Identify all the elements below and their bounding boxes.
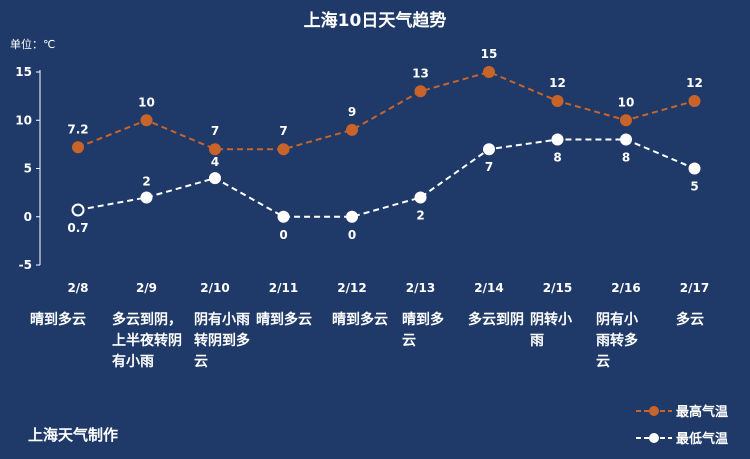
- condition-2-14: 多云到阴: [468, 312, 524, 328]
- condition-2-13: 晴到多云: [402, 312, 444, 349]
- low-point: [688, 162, 701, 175]
- condition-2-17: 多云: [676, 312, 704, 328]
- low-point: [140, 191, 153, 204]
- low-data-label: 5: [690, 180, 698, 194]
- high-point: [209, 143, 221, 156]
- chart-title: 上海10日天气趋势: [303, 11, 447, 31]
- legend-high-label: 最高气温: [676, 405, 729, 420]
- legend-low-label: 最低气温: [676, 432, 729, 447]
- x-tick-label: 2/17: [680, 281, 709, 295]
- legend-low: 最低气温: [636, 428, 728, 447]
- legend-low-marker: [636, 432, 672, 443]
- low-point: [551, 133, 564, 146]
- high-data-label: 7: [279, 124, 287, 138]
- high-point: [688, 94, 701, 107]
- low-data-label: 0.7: [67, 221, 88, 235]
- low-point: [414, 191, 427, 204]
- high-data-label: 10: [618, 95, 635, 109]
- high-point: [346, 123, 358, 136]
- x-tick-label: 2/10: [200, 281, 229, 295]
- condition-2-15: 阴转小雨: [530, 312, 572, 349]
- high-point: [620, 114, 632, 127]
- y-tick-label: 15: [15, 65, 32, 79]
- y-tick-label: -5: [19, 258, 32, 272]
- high-data-label: 12: [686, 76, 703, 90]
- legend-high-marker: [636, 405, 672, 416]
- high-point: [140, 114, 153, 127]
- credit-text: 上海天气制作: [28, 426, 119, 444]
- condition-2-12: 晴到多云: [332, 312, 388, 328]
- x-tick-label: 2/8: [67, 281, 88, 295]
- low-data-label: 0: [279, 228, 287, 242]
- low-point: [209, 172, 221, 185]
- low-point: [71, 203, 85, 217]
- high-data-label: 13: [412, 66, 429, 80]
- low-data-label: 4: [211, 155, 219, 169]
- high-point: [551, 94, 564, 107]
- low-data-label: 0: [348, 228, 356, 242]
- condition-2-9: 多云到阴，上半夜转阴有小雨: [112, 312, 182, 370]
- series-low-line: [77, 138, 695, 218]
- legend-high: 最高气温: [636, 401, 728, 420]
- unit-label: 单位：℃: [10, 38, 56, 51]
- high-data-label: 9: [348, 105, 356, 119]
- condition-2-8: 晴到多云: [30, 312, 86, 328]
- series-high-line: [77, 70, 695, 151]
- low-data-label: 7: [485, 160, 493, 174]
- x-tick-label: 2/11: [269, 281, 298, 295]
- condition-2-16: 阴有小雨转多云: [596, 312, 638, 370]
- condition-2-11: 晴到多云: [256, 312, 312, 328]
- low-point: [483, 143, 495, 156]
- y-tick-label: 0: [24, 210, 32, 224]
- low-data-label: 8: [553, 151, 561, 165]
- x-tick-label: 2/13: [406, 281, 435, 295]
- low-point: [620, 133, 632, 146]
- x-tick-label: 2/14: [474, 281, 503, 295]
- high-point: [414, 85, 427, 98]
- x-tick-label: 2/9: [136, 281, 157, 295]
- low-point: [346, 210, 358, 223]
- high-data-label: 7.2: [67, 122, 88, 136]
- low-data-label: 2: [416, 208, 424, 222]
- y-tick-label: 5: [24, 162, 32, 176]
- y-tick-label: 10: [15, 113, 32, 127]
- high-data-label: 7: [211, 124, 219, 138]
- x-tick-label: 2/12: [337, 281, 366, 295]
- condition-2-10: 阴有小雨转阴到多云: [194, 312, 250, 370]
- low-data-label: 2: [142, 174, 150, 188]
- high-point: [72, 141, 84, 154]
- x-tick-label: 2/15: [543, 281, 572, 295]
- high-point: [483, 66, 495, 78]
- high-data-label: 12: [549, 76, 566, 90]
- low-data-label: 8: [622, 151, 630, 165]
- high-data-label: 10: [138, 95, 155, 109]
- high-point: [277, 143, 290, 156]
- low-point: [277, 210, 290, 223]
- high-data-label: 15: [481, 47, 498, 61]
- x-tick-label: 2/16: [611, 281, 640, 295]
